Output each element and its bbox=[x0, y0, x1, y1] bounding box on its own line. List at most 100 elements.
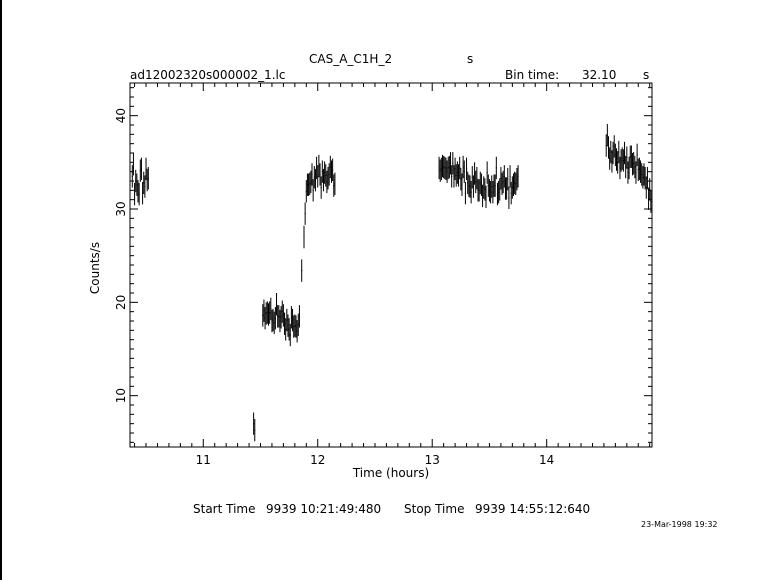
data-point bbox=[459, 156, 461, 180]
data-point bbox=[140, 157, 143, 181]
data-point bbox=[306, 173, 309, 196]
data-point bbox=[634, 155, 636, 179]
data-point bbox=[144, 175, 146, 198]
data-point bbox=[308, 173, 310, 196]
data-point bbox=[264, 307, 266, 330]
data-point bbox=[478, 179, 480, 202]
data-point bbox=[618, 140, 620, 164]
data-point bbox=[456, 161, 458, 184]
data-point bbox=[263, 299, 265, 322]
data-point bbox=[311, 163, 313, 186]
plot-timestamp: 23-Mar-1998 19:32 bbox=[641, 520, 718, 529]
data-point bbox=[135, 169, 137, 193]
data-point bbox=[137, 180, 139, 203]
data-point bbox=[446, 160, 448, 183]
data-point bbox=[507, 167, 509, 191]
y-tick-label: 30 bbox=[114, 201, 128, 216]
data-point bbox=[503, 165, 505, 188]
data-point bbox=[275, 293, 278, 316]
data-point bbox=[492, 181, 494, 204]
data-point bbox=[515, 172, 517, 195]
data-point bbox=[627, 161, 629, 184]
data-point bbox=[495, 156, 497, 180]
data-point bbox=[633, 152, 635, 175]
data-point bbox=[451, 165, 453, 188]
data-point bbox=[479, 171, 481, 195]
data-point bbox=[452, 152, 454, 175]
data-point bbox=[514, 171, 516, 195]
data-point bbox=[494, 174, 496, 197]
data-point bbox=[630, 145, 632, 168]
data-point bbox=[635, 161, 637, 184]
data-point bbox=[294, 314, 296, 337]
data-point bbox=[498, 181, 500, 204]
data-point bbox=[639, 160, 642, 183]
data-point bbox=[621, 147, 623, 170]
data-point bbox=[441, 154, 444, 178]
data-point bbox=[620, 149, 622, 172]
data-point bbox=[288, 318, 290, 341]
data-point bbox=[269, 301, 271, 324]
data-point bbox=[329, 155, 331, 179]
data-point bbox=[504, 177, 507, 200]
data-point bbox=[314, 168, 317, 192]
data-point bbox=[629, 145, 631, 168]
data-point bbox=[146, 168, 148, 192]
data-point bbox=[506, 177, 508, 200]
data-point bbox=[606, 124, 608, 147]
data-point bbox=[612, 141, 614, 165]
data-point bbox=[142, 181, 144, 205]
data-point bbox=[309, 172, 311, 195]
data-point bbox=[613, 135, 615, 158]
data-point bbox=[438, 156, 440, 180]
data-point bbox=[277, 305, 279, 328]
data-point bbox=[448, 155, 450, 179]
y-tick-label: 40 bbox=[114, 108, 128, 123]
data-point bbox=[139, 159, 141, 182]
data-point bbox=[303, 225, 305, 249]
bin-time-label: Bin time: bbox=[505, 68, 560, 82]
data-point bbox=[516, 167, 518, 191]
data-point bbox=[324, 161, 326, 184]
x-tick-label: 13 bbox=[425, 453, 440, 467]
data-point bbox=[280, 306, 282, 329]
data-point bbox=[283, 312, 286, 335]
data-point bbox=[295, 315, 297, 338]
data-point bbox=[313, 166, 315, 189]
start-time-value: 9939 10:21:49:480 bbox=[266, 502, 382, 516]
data-point bbox=[285, 318, 287, 341]
data-point bbox=[470, 181, 472, 204]
data-point bbox=[320, 176, 322, 199]
data-point bbox=[467, 171, 469, 195]
data-point bbox=[628, 156, 630, 180]
data-point bbox=[461, 173, 463, 196]
data-point bbox=[611, 150, 613, 173]
data-point bbox=[508, 186, 510, 209]
data-point bbox=[509, 165, 511, 188]
x-tick-label: 12 bbox=[310, 453, 325, 467]
data-point bbox=[493, 174, 495, 197]
data-point bbox=[131, 165, 133, 188]
data-point bbox=[619, 156, 621, 180]
data-point bbox=[325, 164, 327, 187]
data-point bbox=[319, 163, 321, 186]
data-point bbox=[334, 172, 336, 195]
data-point bbox=[328, 163, 330, 186]
data-point bbox=[143, 171, 145, 195]
y-axis-label: Counts/s bbox=[88, 242, 102, 294]
data-point bbox=[643, 163, 645, 186]
data-point bbox=[622, 149, 624, 172]
data-point bbox=[147, 167, 149, 190]
data-point bbox=[646, 167, 648, 190]
data-point bbox=[310, 170, 312, 194]
data-point bbox=[274, 307, 276, 330]
data-point bbox=[281, 300, 283, 323]
data-point bbox=[270, 297, 272, 321]
data-point bbox=[455, 164, 457, 187]
x-tick-label: 14 bbox=[539, 453, 554, 467]
data-point bbox=[464, 181, 466, 205]
data-point bbox=[468, 174, 470, 197]
data-point bbox=[638, 157, 640, 181]
data-point bbox=[496, 182, 499, 206]
